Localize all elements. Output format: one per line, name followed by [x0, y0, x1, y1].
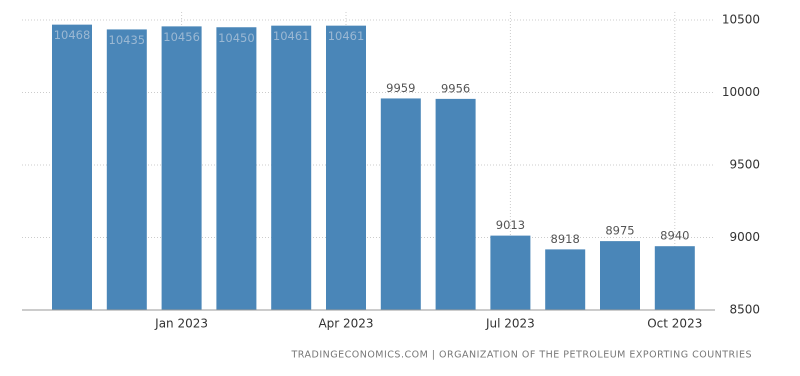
y-tick-label: 10000 — [722, 85, 760, 99]
value-label: 8975 — [605, 224, 634, 238]
y-tick-label: 10500 — [722, 13, 760, 27]
bar — [271, 25, 312, 311]
x-tick-label: Oct 2023 — [647, 317, 702, 331]
bar — [52, 24, 92, 310]
value-label: 8918 — [551, 232, 580, 246]
y-tick-label: 9500 — [729, 158, 760, 172]
bar — [326, 25, 366, 311]
x-tick-label: Jul 2023 — [485, 317, 535, 331]
value-label: 8940 — [660, 229, 689, 243]
source-note: TRADINGECONOMICS.COM | ORGANIZATION OF T… — [291, 350, 753, 361]
value-label: 10468 — [54, 28, 91, 42]
bar — [161, 26, 202, 310]
value-label: 9959 — [386, 81, 415, 95]
value-label: 10435 — [109, 33, 146, 47]
value-label: 9013 — [496, 218, 525, 232]
x-tick-label: Apr 2023 — [318, 317, 373, 331]
bar — [600, 241, 640, 310]
bar — [654, 246, 695, 310]
y-tick-label: 8500 — [729, 303, 760, 317]
bar — [216, 27, 257, 310]
value-label: 10456 — [163, 30, 200, 44]
y-tick-label: 9000 — [729, 230, 760, 244]
bar — [490, 235, 531, 310]
value-label: 9956 — [441, 81, 470, 95]
bar — [545, 249, 586, 310]
value-label: 10450 — [218, 31, 255, 45]
bar — [380, 98, 421, 310]
x-tick-label: Jan 2023 — [154, 317, 208, 331]
value-label: 10461 — [273, 29, 310, 43]
value-label: 10461 — [328, 29, 365, 43]
bar — [435, 98, 476, 310]
bar — [106, 29, 147, 311]
